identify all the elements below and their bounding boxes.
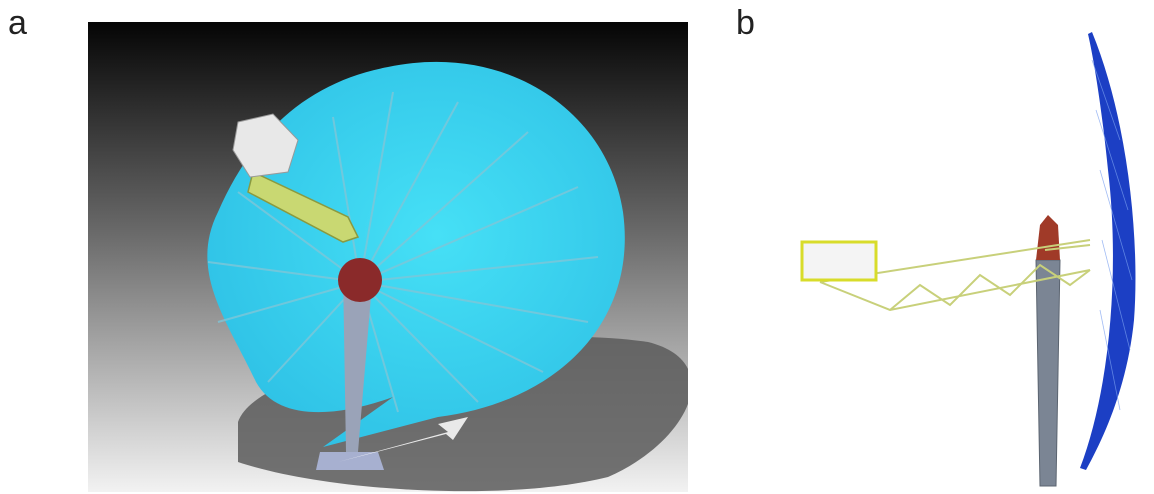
side-view-illustration [790, 20, 1154, 494]
dish-render-illustration [88, 22, 688, 492]
pole-base [316, 452, 384, 470]
dish-surface [207, 61, 625, 448]
receiver-box [800, 240, 878, 282]
support-pole [343, 272, 373, 452]
panel-b-side-view [790, 20, 1154, 494]
panel-label-b: b [736, 4, 755, 42]
dish-profile [1080, 32, 1136, 470]
panel-a-dish-render [88, 22, 688, 492]
truss-arm [247, 170, 360, 243]
receiver-box [232, 113, 299, 178]
panel-label-a: a [8, 4, 27, 42]
dish-hub [338, 258, 382, 302]
dish-mesh [1091, 59, 1133, 411]
support-pole [1035, 259, 1061, 487]
ground-arrows [338, 417, 468, 462]
